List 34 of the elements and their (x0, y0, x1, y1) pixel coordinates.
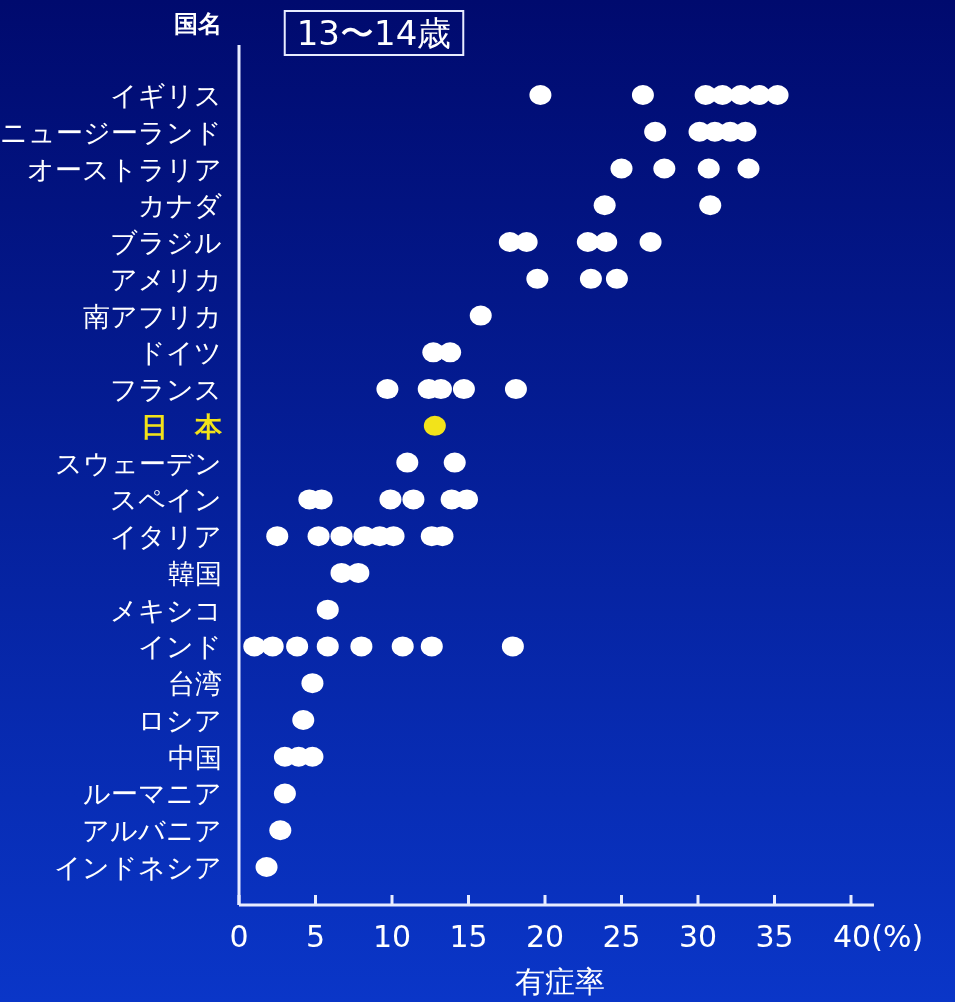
x-tick-label: 5 (305, 919, 326, 954)
y-tick-label: アルバニア (82, 815, 222, 847)
chart-title: 13〜14歳 (296, 13, 452, 53)
y-tick-label: 韓国 (168, 557, 222, 589)
x-tick-label: 30 (678, 919, 718, 954)
y-tick-label: スウェーデン (55, 447, 222, 479)
y-tick-label: 日 本 (141, 410, 223, 442)
y-tick-label: ブラジル (110, 227, 222, 259)
x-tick-label: 20 (525, 919, 565, 954)
x-tick-label: 15 (449, 919, 488, 954)
y-tick-label: カナダ (138, 190, 222, 222)
y-tick-label: インドネシア (54, 852, 222, 883)
y-tick-label: 中国 (168, 741, 222, 773)
y-tick-label: オーストラリア (27, 153, 222, 185)
x-tick-label: 10 (372, 919, 412, 954)
y-tick-label: ルーマニア (83, 778, 222, 810)
y-tick-label: スペイン (110, 484, 222, 516)
y-tick-label: イタリア (110, 521, 222, 553)
x-tick-label: 0 (229, 919, 249, 954)
y-axis-title: 国名 (174, 10, 222, 38)
y-tick-label: 台湾 (168, 668, 222, 700)
y-tick-label: フランス (110, 374, 222, 406)
y-tick-label: イギリス (110, 80, 222, 111)
y-tick-label: アメリカ (110, 263, 222, 295)
x-axis-title: 有症率 (515, 964, 605, 999)
y-tick-label: メキシコ (110, 594, 222, 626)
y-tick-label: ロシア (138, 704, 222, 736)
y-tick-label: ニュージーランド (0, 116, 222, 148)
x-tick-label: 40(%) (833, 919, 924, 954)
y-tick-label: インド (138, 631, 222, 663)
y-tick-label: ドイツ (138, 337, 222, 369)
x-tick-label: 25 (602, 919, 641, 954)
y-tick-label: 南アフリカ (83, 300, 222, 332)
x-tick-label: 35 (755, 919, 794, 954)
